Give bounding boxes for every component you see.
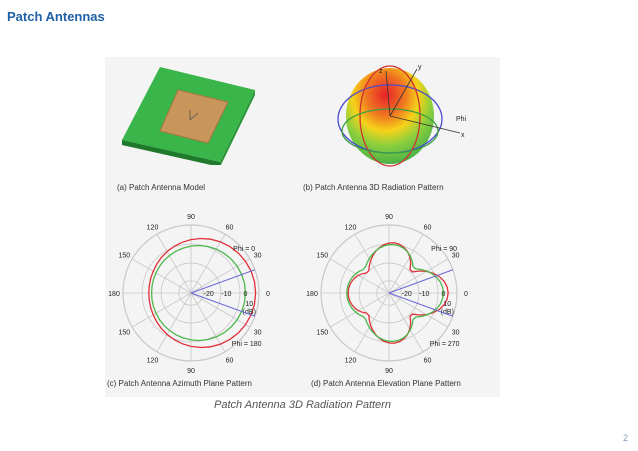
slide-title: Patch Antennas [7, 9, 105, 24]
axis-y-label: y [418, 64, 422, 71]
radial-label: -10 [221, 291, 231, 298]
angle-label: 90 [385, 368, 393, 375]
radiation-pattern-3d: z y x Phi [337, 64, 467, 167]
angle-label: 60 [226, 224, 234, 231]
page-number: 2 [622, 433, 628, 443]
polar-spoke [156, 292, 192, 353]
panel-a-caption: (a) Patch Antenna Model [117, 183, 206, 192]
azimuth-trace-green [150, 244, 247, 342]
polar-spoke [388, 292, 449, 328]
axis-z-label: z [379, 68, 383, 75]
angle-label: 120 [345, 224, 357, 231]
angle-label: 120 [147, 358, 159, 365]
polar-spoke [131, 258, 192, 294]
polar-spoke [354, 292, 390, 353]
phi-top-label: Phi = 0 [233, 246, 255, 253]
radial-label: 0 [243, 291, 247, 298]
polar-spoke [156, 233, 192, 294]
figure: (a) Patch Antenna Model z y x Phi (b) Pa… [105, 57, 500, 397]
polar-spoke [388, 233, 424, 294]
angle-label: 60 [226, 358, 234, 365]
radial-unit: (dB) [441, 309, 454, 316]
axis-x-label: x [461, 132, 465, 139]
polar-spoke [388, 258, 449, 294]
reference-ray [388, 292, 454, 317]
panel-c-caption: (c) Patch Antenna Azimuth Plane Pattern [107, 379, 252, 388]
angle-label: 30 [254, 330, 262, 337]
elevation-trace-red [347, 242, 449, 344]
angle-label: 180 [306, 291, 318, 298]
angle-label: 120 [147, 224, 159, 231]
polar-spoke [190, 258, 251, 294]
angle-label: 60 [424, 224, 432, 231]
azimuth-polar-plot: 90 60 30 0 30 60 90 120 150 180 150 120 -20 -10 0 10(dB… [108, 214, 270, 375]
radial-label-10: 10 [443, 301, 451, 308]
polar-spoke [131, 292, 192, 328]
radial-label: 0 [441, 291, 445, 298]
azimuth-trace-red [148, 237, 257, 349]
angle-label: 0 [266, 291, 270, 298]
elevation-trace-green [346, 244, 445, 342]
angle-label: 150 [316, 253, 328, 260]
angle-label: 180 [108, 291, 120, 298]
radial-label-10: 10 [245, 301, 253, 308]
angle-label: 120 [345, 358, 357, 365]
polar-spoke [329, 292, 390, 328]
polar-spoke [190, 292, 226, 353]
polar-spoke [388, 292, 424, 353]
angle-label: 90 [187, 214, 195, 221]
panel-b-caption: (b) Patch Antenna 3D Radiation Pattern [303, 183, 444, 192]
polar-spoke [190, 233, 226, 294]
reference-ray [190, 292, 256, 317]
panel-d-caption: (d) Patch Antenna Elevation Plane Patter… [311, 379, 461, 388]
angle-label: 0 [464, 291, 468, 298]
angle-label: 90 [187, 368, 195, 375]
reference-ray [388, 269, 454, 294]
patch-antenna-model [122, 67, 255, 165]
radial-label: -20 [402, 291, 412, 298]
polar-spoke [354, 233, 390, 294]
radial-label: -10 [419, 291, 429, 298]
angle-label: 30 [452, 330, 460, 337]
polar-spoke [190, 292, 251, 328]
radial-label: -20 [204, 291, 214, 298]
phi-top-label: Phi = 90 [431, 246, 457, 253]
reference-ray [190, 269, 256, 294]
angle-label: 30 [254, 253, 262, 260]
phi-bottom-label: Phi = 180 [232, 341, 262, 348]
figure-caption: Patch Antenna 3D Radiation Pattern [214, 399, 391, 411]
phi-bottom-label: Phi = 270 [430, 341, 460, 348]
angle-label: 150 [316, 330, 328, 337]
angle-label: 90 [385, 214, 393, 221]
angle-label: 30 [452, 253, 460, 260]
axis-phi-label: Phi [456, 116, 467, 123]
angle-label: 150 [118, 253, 130, 260]
angle-label: 150 [118, 330, 130, 337]
elevation-polar-plot: 90 60 30 0 30 60 90 120 150 180 150 120 -20 -10 0 10(dB… [306, 214, 468, 375]
angle-label: 60 [424, 358, 432, 365]
polar-spoke [329, 258, 390, 294]
radial-unit: (dB) [243, 309, 256, 316]
